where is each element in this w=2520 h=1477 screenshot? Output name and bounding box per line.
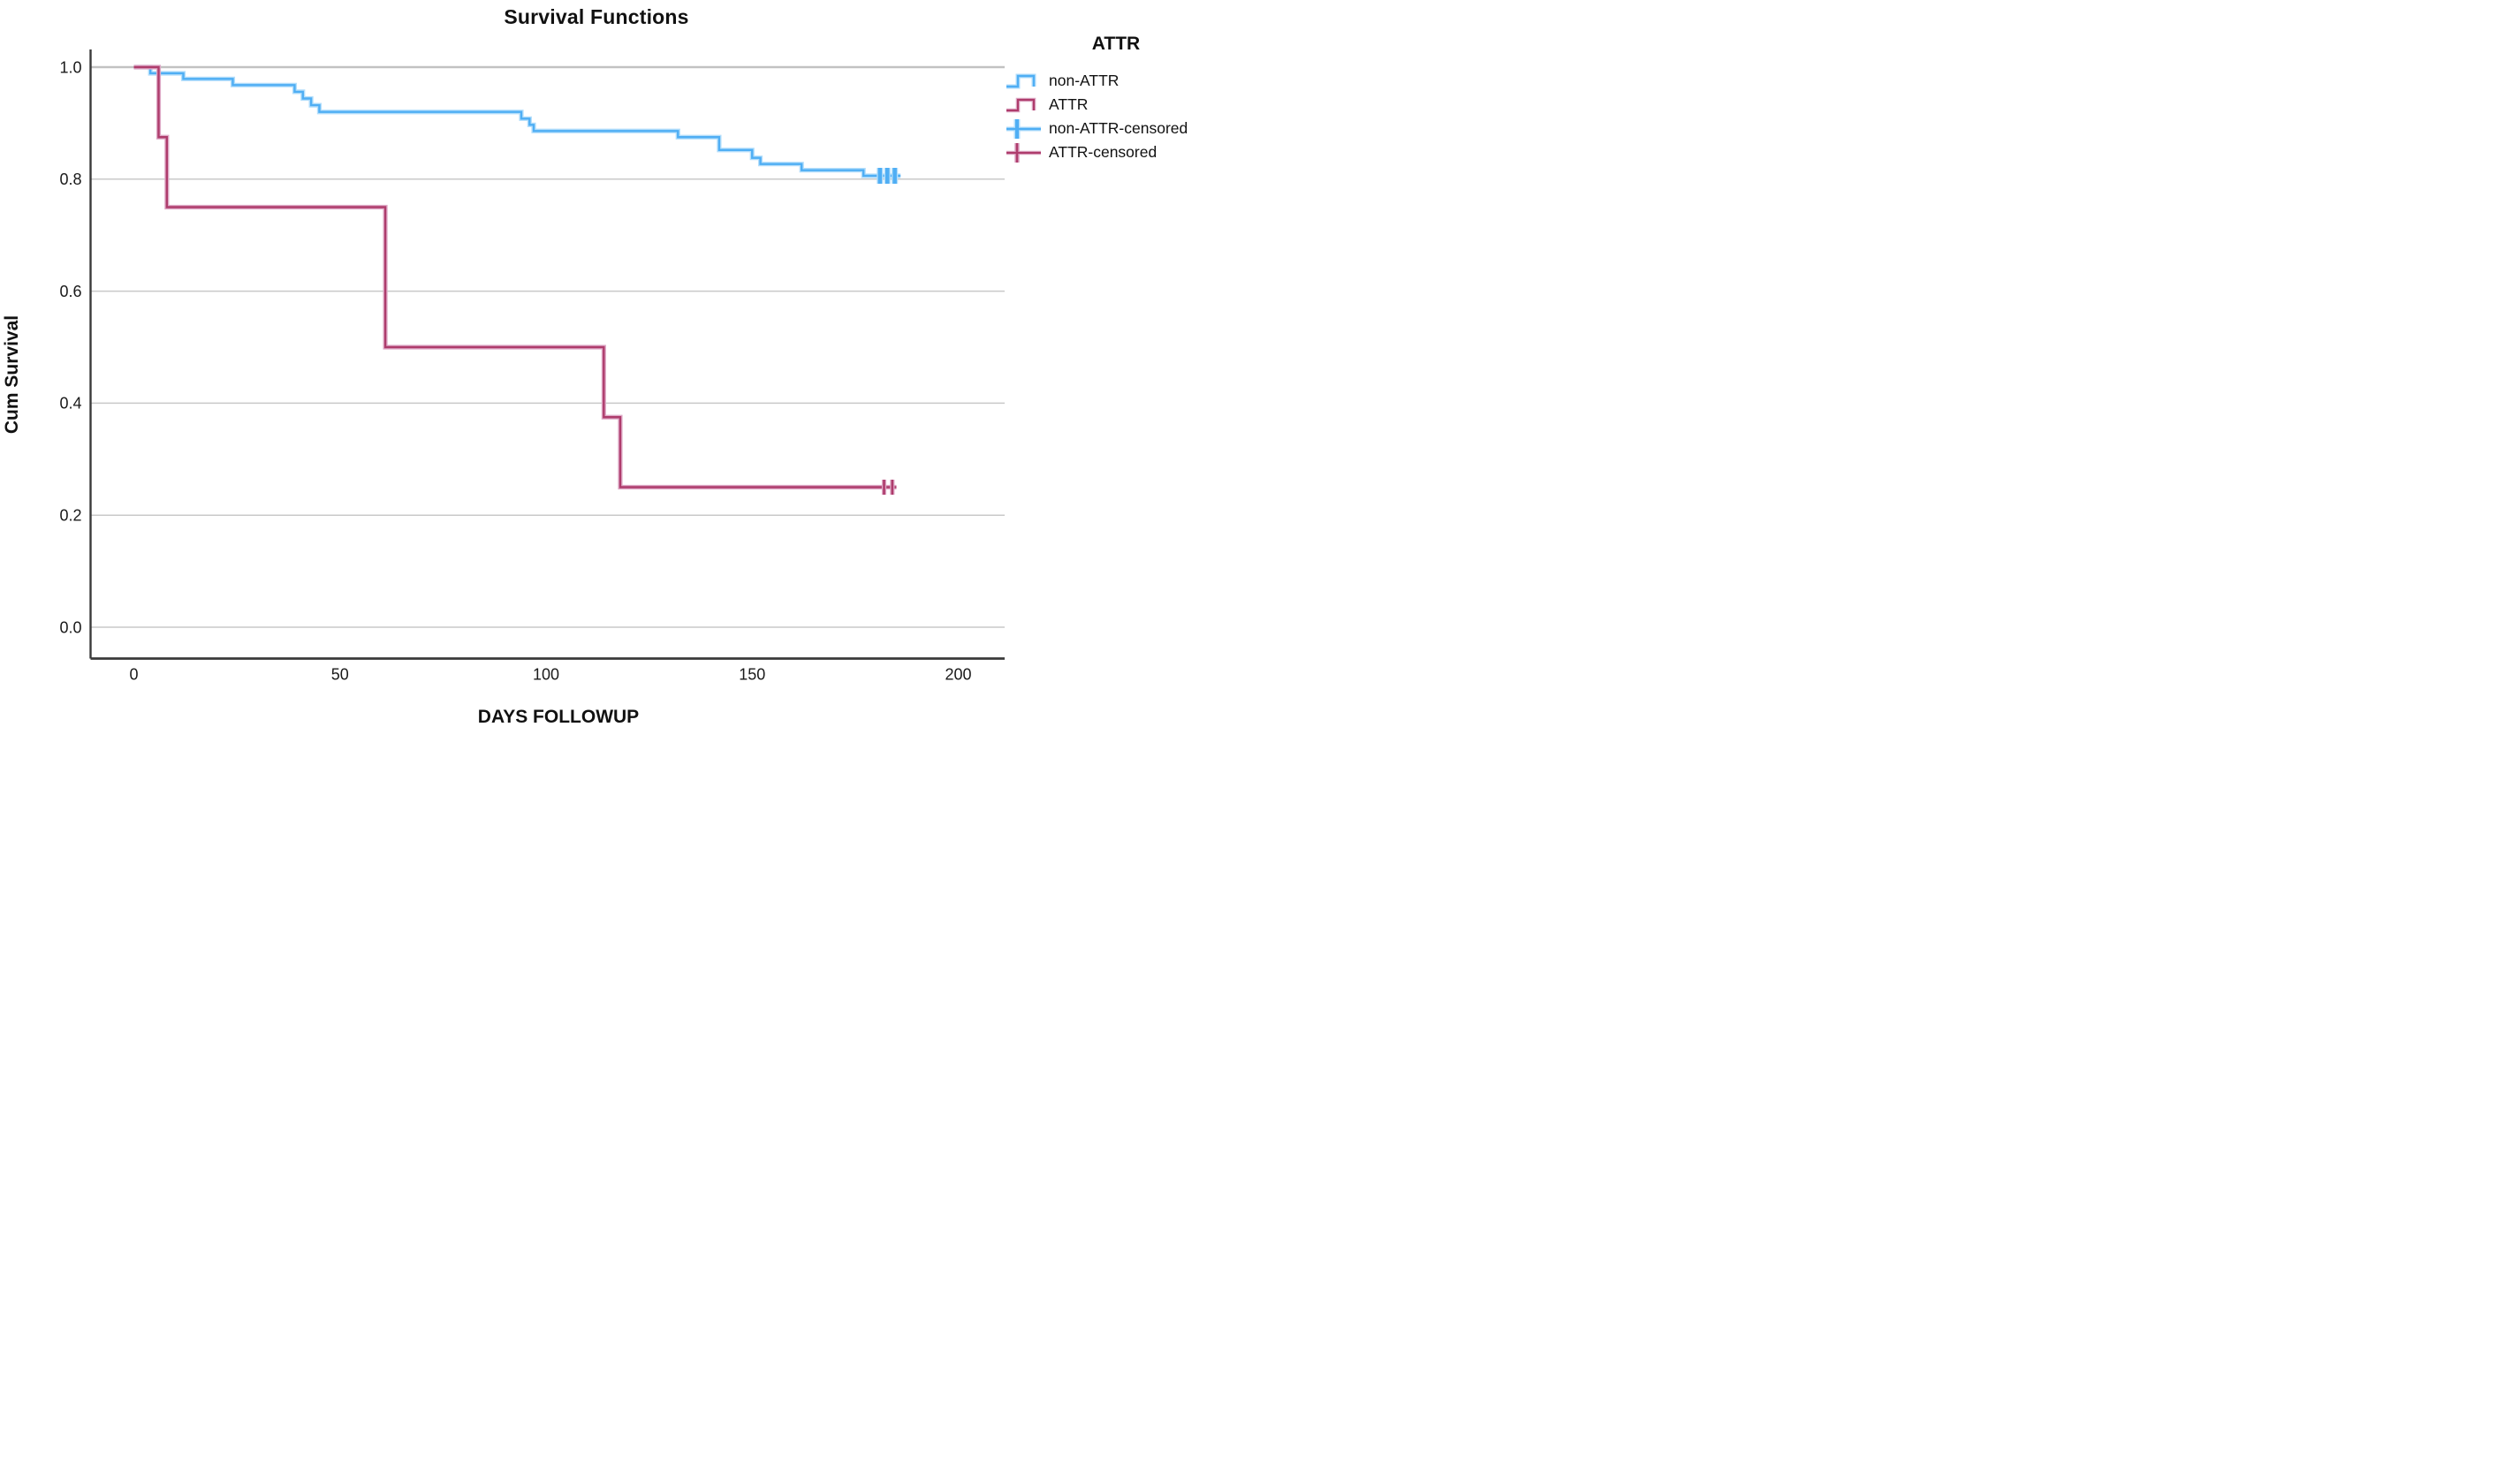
axes <box>89 49 1005 660</box>
legend-entry-label: ATTR <box>1049 95 1089 113</box>
legend-entry-attr-censored: ATTR-censored <box>1006 140 1260 164</box>
legend: ATTR non-ATTR ATTR non-ATTR-censored <box>1006 34 1260 164</box>
y-tick-label: 0.6 <box>59 283 81 300</box>
x-tick-label: 0 <box>129 666 138 684</box>
attr-line-swatch-icon <box>1006 97 1036 112</box>
y-tick-label: 0.2 <box>59 507 81 525</box>
x-axis-title: DAYS FOLLOWUP <box>477 707 640 727</box>
legend-title: ATTR <box>1091 34 1141 54</box>
y-tick-label: 0.4 <box>59 395 81 413</box>
x-tick-label: 200 <box>945 666 971 684</box>
non-attr-censored-swatch-icon <box>1006 118 1041 139</box>
y-tick-label: 0.0 <box>59 618 81 636</box>
series-ATTR <box>133 64 897 495</box>
y-tick-label: 0.8 <box>59 170 81 188</box>
x-tick-label: 50 <box>331 666 349 684</box>
series-non-ATTR <box>133 64 901 184</box>
legend-entry-non-attr-censored: non-ATTR-censored <box>1006 117 1260 140</box>
survival-plot-canvas: 0.0 0.2 0.4 0.6 0.8 1.0 0 50 100 150 200 <box>59 49 1005 684</box>
gridlines <box>90 65 1005 628</box>
y-tick-labels: 0.0 0.2 0.4 0.6 0.8 1.0 <box>59 58 81 636</box>
legend-entry-label: ATTR-censored <box>1049 143 1158 161</box>
legend-entry-label: non-ATTR-censored <box>1049 119 1188 137</box>
x-tick-label: 150 <box>739 666 765 684</box>
legend-entry-label: non-ATTR <box>1049 72 1120 89</box>
chart-title: Survival Functions <box>504 5 689 28</box>
legend-entry-attr: ATTR <box>1006 93 1260 117</box>
y-tick-label: 1.0 <box>59 58 81 76</box>
survival-functions-figure: Survival Functions Cum Survival 0.0 0.2 0.… <box>0 0 1260 738</box>
x-tick-labels: 0 50 100 150 200 <box>129 666 971 684</box>
attr-censored-swatch-icon <box>1006 142 1041 163</box>
x-tick-label: 100 <box>533 666 559 684</box>
non-attr-line-swatch-icon <box>1006 73 1036 88</box>
legend-entry-non-attr: non-ATTR <box>1006 69 1260 93</box>
